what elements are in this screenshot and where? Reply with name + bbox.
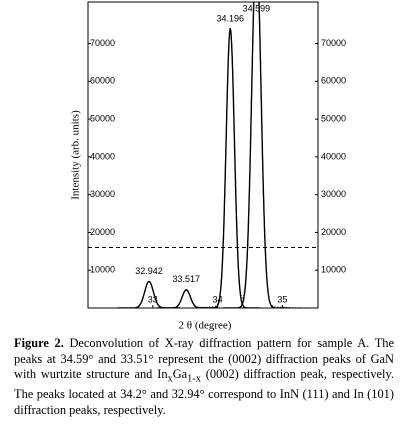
- caption-text: Deconvolution of X-ray diffraction patte…: [14, 336, 394, 382]
- y-tick-label: 30000: [90, 189, 115, 199]
- y-tick-label: 50000: [321, 113, 346, 123]
- envelope: [88, 2, 318, 308]
- y-tick-label: 10000: [90, 265, 115, 275]
- peak-curve: [157, 289, 216, 308]
- x-axis-title: 2 θ (degree): [179, 320, 232, 332]
- peak-label: 32.942: [135, 266, 163, 276]
- peak-label: 34.599: [243, 3, 271, 13]
- y-tick-label: 50000: [90, 113, 115, 123]
- caption-text: Ga: [172, 367, 188, 382]
- subscript: 1-x: [187, 373, 201, 385]
- caption-label: Figure 2.: [14, 336, 64, 350]
- peak-label: 33.517: [173, 274, 201, 284]
- y-tick-label: 70000: [90, 38, 115, 48]
- y-tick-label: 20000: [90, 227, 115, 237]
- x-tick-label: 35: [277, 294, 287, 304]
- y-tick-label: 30000: [321, 189, 346, 199]
- y-tick-label: 10000: [321, 265, 346, 275]
- y-tick-label: 70000: [321, 38, 346, 48]
- peak-label: 34.196: [217, 14, 245, 24]
- peak-curve: [223, 2, 290, 308]
- plot-frame: [87, 1, 319, 309]
- y-tick-label: 20000: [321, 227, 346, 237]
- y-tick-label: 60000: [90, 76, 115, 86]
- y-axis-title: Intensity (arb. units): [70, 110, 82, 200]
- x-tick-label: 34: [213, 294, 223, 304]
- y-tick-label: 40000: [321, 151, 346, 161]
- peak-curve: [201, 28, 260, 308]
- y-tick-label: 40000: [90, 151, 115, 161]
- plot-area: [88, 2, 318, 308]
- caption-text: (0002) diffraction peak, respectively. T…: [14, 367, 394, 417]
- chart: Intensity (arb. units) 2 θ (degree) 1000…: [70, 1, 346, 332]
- y-tick-label: 60000: [321, 76, 346, 86]
- peak-curve: [117, 280, 180, 308]
- subscript: x: [167, 373, 173, 385]
- x-tick-label: 33: [148, 294, 158, 304]
- caption: Figure 2. Deconvolution of X-ray diffrac…: [14, 336, 394, 418]
